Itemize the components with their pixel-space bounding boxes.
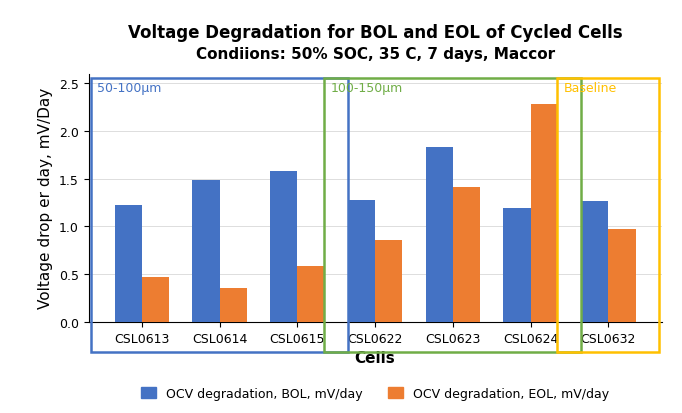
Bar xyxy=(453,188,480,322)
Bar xyxy=(297,266,325,322)
X-axis label: Cells: Cells xyxy=(355,350,396,366)
Bar xyxy=(531,105,558,322)
Text: Baseline: Baseline xyxy=(563,82,617,95)
Bar xyxy=(375,240,402,322)
Text: 100-150μm: 100-150μm xyxy=(330,82,402,95)
Bar xyxy=(115,206,142,322)
Bar xyxy=(192,180,220,322)
Text: 50-100μm: 50-100μm xyxy=(98,82,162,95)
Bar xyxy=(142,278,169,322)
Bar xyxy=(581,201,608,322)
Bar xyxy=(348,200,375,322)
Text: Voltage Degradation for BOL and EOL of Cycled Cells: Voltage Degradation for BOL and EOL of C… xyxy=(128,24,623,42)
Bar xyxy=(557,79,659,353)
Bar xyxy=(608,230,636,322)
Bar xyxy=(426,148,453,322)
Bar xyxy=(270,171,297,322)
Bar xyxy=(220,289,247,322)
Bar xyxy=(503,209,531,322)
Y-axis label: Voltage drop er day, mV/Day: Voltage drop er day, mV/Day xyxy=(38,88,53,309)
Bar xyxy=(91,79,349,353)
Legend: OCV degradation, BOL, mV/day, OCV degradation, EOL, mV/day: OCV degradation, BOL, mV/day, OCV degrad… xyxy=(136,382,614,405)
Bar xyxy=(324,79,582,353)
Text: Condiions: 50% SOC, 35 C, 7 days, Maccor: Condiions: 50% SOC, 35 C, 7 days, Maccor xyxy=(196,47,554,62)
